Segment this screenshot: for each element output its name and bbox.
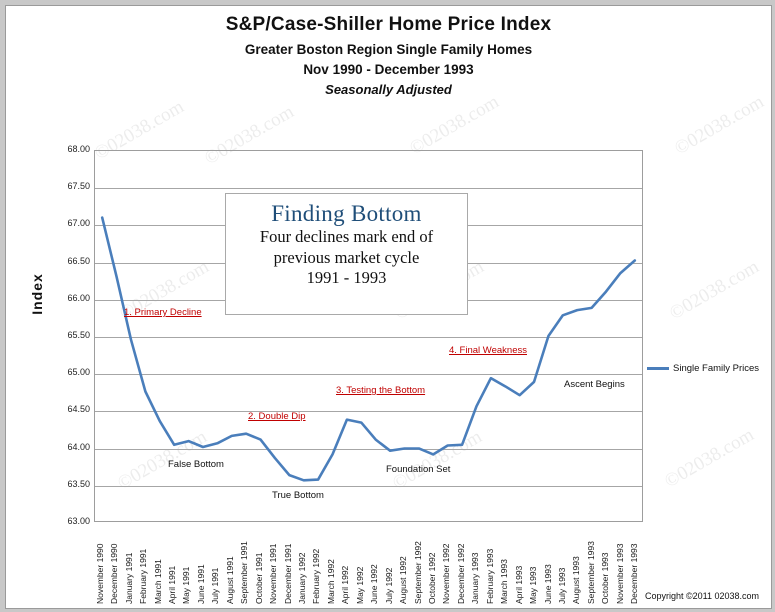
x-axis-tick-label: August 1991: [224, 556, 235, 604]
annotation-label: 2. Double Dip: [248, 411, 306, 422]
x-axis-tick-label: September 1993: [585, 541, 596, 604]
annotation-label: Foundation Set: [386, 464, 451, 475]
page-title: S&P/Case-Shiller Home Price Index: [225, 14, 552, 35]
x-axis-tick-label: December 1991: [282, 543, 293, 604]
y-axis-tick-labels: 68.00 67.50 67.00 66.50 66.00 65.50 65.00 64.50…: [34, 6, 90, 608]
x-axis-tick-label: December 1992: [455, 543, 466, 604]
x-axis-tick-label: September 1991: [239, 541, 250, 604]
x-axis-tick-label: April 1992: [340, 565, 351, 604]
x-axis-tick-label: May 1991: [181, 566, 192, 604]
x-axis-tick-labels: November 1990 December 1990 January 1991 Fe…: [94, 524, 643, 604]
x-axis-tick-label: August 1992: [398, 556, 409, 604]
x-axis-tick-label: June 1991: [195, 564, 206, 604]
chart-canvas: ©02038.com ©02038.com ©02038.com ©02038.…: [5, 5, 772, 609]
gridline: [95, 448, 642, 450]
y-axis-tick-label: 65.00: [67, 367, 90, 378]
annotation-label: 4. Final Weakness: [449, 345, 527, 356]
chart-title-block: S&P/Case-Shiller Home Price Index Greate…: [6, 14, 771, 97]
callout-box: Finding Bottom Four declines mark end of…: [225, 193, 468, 315]
x-axis-tick-label: October 1991: [253, 552, 264, 604]
x-axis-tick-label: August 1993: [571, 556, 582, 604]
y-axis-tick-label: 64.50: [67, 404, 90, 415]
chart-subtitle-period: Nov 1990 - December 1993: [303, 62, 474, 77]
annotation-label: False Bottom: [168, 459, 224, 470]
x-axis-tick-label: January 1991: [123, 552, 134, 604]
x-axis-tick-label: November 1993: [614, 543, 625, 604]
series-line-single-family-prices: [100, 216, 637, 482]
y-axis-tick-label: 66.00: [67, 292, 90, 303]
x-axis-tick-label: February 1992: [311, 548, 322, 604]
annotation-label: 1. Primary Decline: [124, 307, 202, 318]
x-axis-tick-label: April 1993: [513, 565, 524, 604]
legend-swatch-icon: [647, 367, 669, 370]
x-axis-tick-label: October 1992: [427, 552, 437, 604]
annotation-label: True Bottom: [272, 490, 324, 501]
x-axis-tick-label: December 1990: [109, 543, 120, 604]
y-axis-tick-label: 68.00: [67, 144, 90, 154]
callout-line-3: 1991 - 1993: [306, 268, 387, 288]
x-axis-tick-label: April 1991: [166, 565, 177, 604]
x-axis-tick-label: December 1993: [629, 543, 640, 604]
watermark: ©02038.com: [666, 256, 763, 325]
x-axis-tick-label: January 1992: [296, 552, 307, 604]
gridline: [95, 374, 642, 376]
x-axis-tick-label: May 1992: [354, 566, 365, 604]
x-axis-tick-label: June 1992: [369, 564, 380, 604]
x-axis-tick-label: September 1992: [412, 541, 423, 604]
x-axis-tick-label: June 1993: [542, 564, 553, 604]
x-axis-tick-label: January 1993: [470, 552, 481, 604]
callout-heading: Finding Bottom: [271, 201, 422, 226]
gridline: [95, 188, 642, 190]
x-axis-tick-label: March 1991: [152, 559, 163, 604]
legend-label: Single Family Prices: [673, 363, 760, 374]
y-axis-tick-label: 65.50: [67, 330, 90, 340]
y-axis-tick-label: 63.50: [67, 478, 90, 489]
x-axis-tick-label: July 1992: [383, 567, 394, 604]
x-axis-tick-label: May 1993: [528, 566, 539, 604]
x-axis-tick-label: November 1991: [268, 543, 279, 604]
x-axis-tick-label: March 1992: [325, 559, 336, 604]
x-axis-tick-label: February 1991: [138, 548, 149, 604]
y-axis-tick-label: 67.50: [67, 181, 90, 192]
y-axis-tick-label: 67.00: [67, 218, 90, 229]
y-axis-tick-label: 66.50: [67, 255, 90, 266]
chart-subtitle-adjustment: Seasonally Adjusted: [325, 82, 452, 97]
x-axis-tick-label: July 1991: [210, 567, 221, 604]
x-axis-tick-label: November 1990: [94, 543, 105, 604]
annotation-label: 3. Testing the Bottom: [336, 385, 426, 396]
gridline: [95, 411, 642, 413]
legend: Single Family Prices: [647, 363, 759, 374]
x-axis-tick-label: February 1993: [484, 548, 495, 604]
gridline: [95, 485, 642, 487]
watermark: ©02038.com: [661, 424, 758, 493]
callout-line-2: previous market cycle: [273, 247, 420, 267]
x-axis-tick-label: July 1993: [557, 567, 568, 604]
annotation-label: Ascent Begins: [564, 379, 625, 390]
x-axis-tick-label: October 1993: [600, 552, 611, 604]
x-axis-tick-label: March 1993: [499, 559, 510, 604]
x-axis-tick-label: November 1992: [441, 543, 452, 604]
gridline: [95, 337, 642, 338]
watermark: ©02038.com: [671, 91, 768, 160]
y-axis-tick-label: 64.00: [67, 441, 90, 452]
y-axis-tick-label: 63.00: [67, 516, 90, 526]
chart-subtitle-region: Greater Boston Region Single Family Home…: [244, 42, 533, 57]
copyright-notice: Copyright ©2011 02038.com: [644, 591, 759, 601]
callout-line-1: Four declines mark end of: [259, 227, 434, 246]
